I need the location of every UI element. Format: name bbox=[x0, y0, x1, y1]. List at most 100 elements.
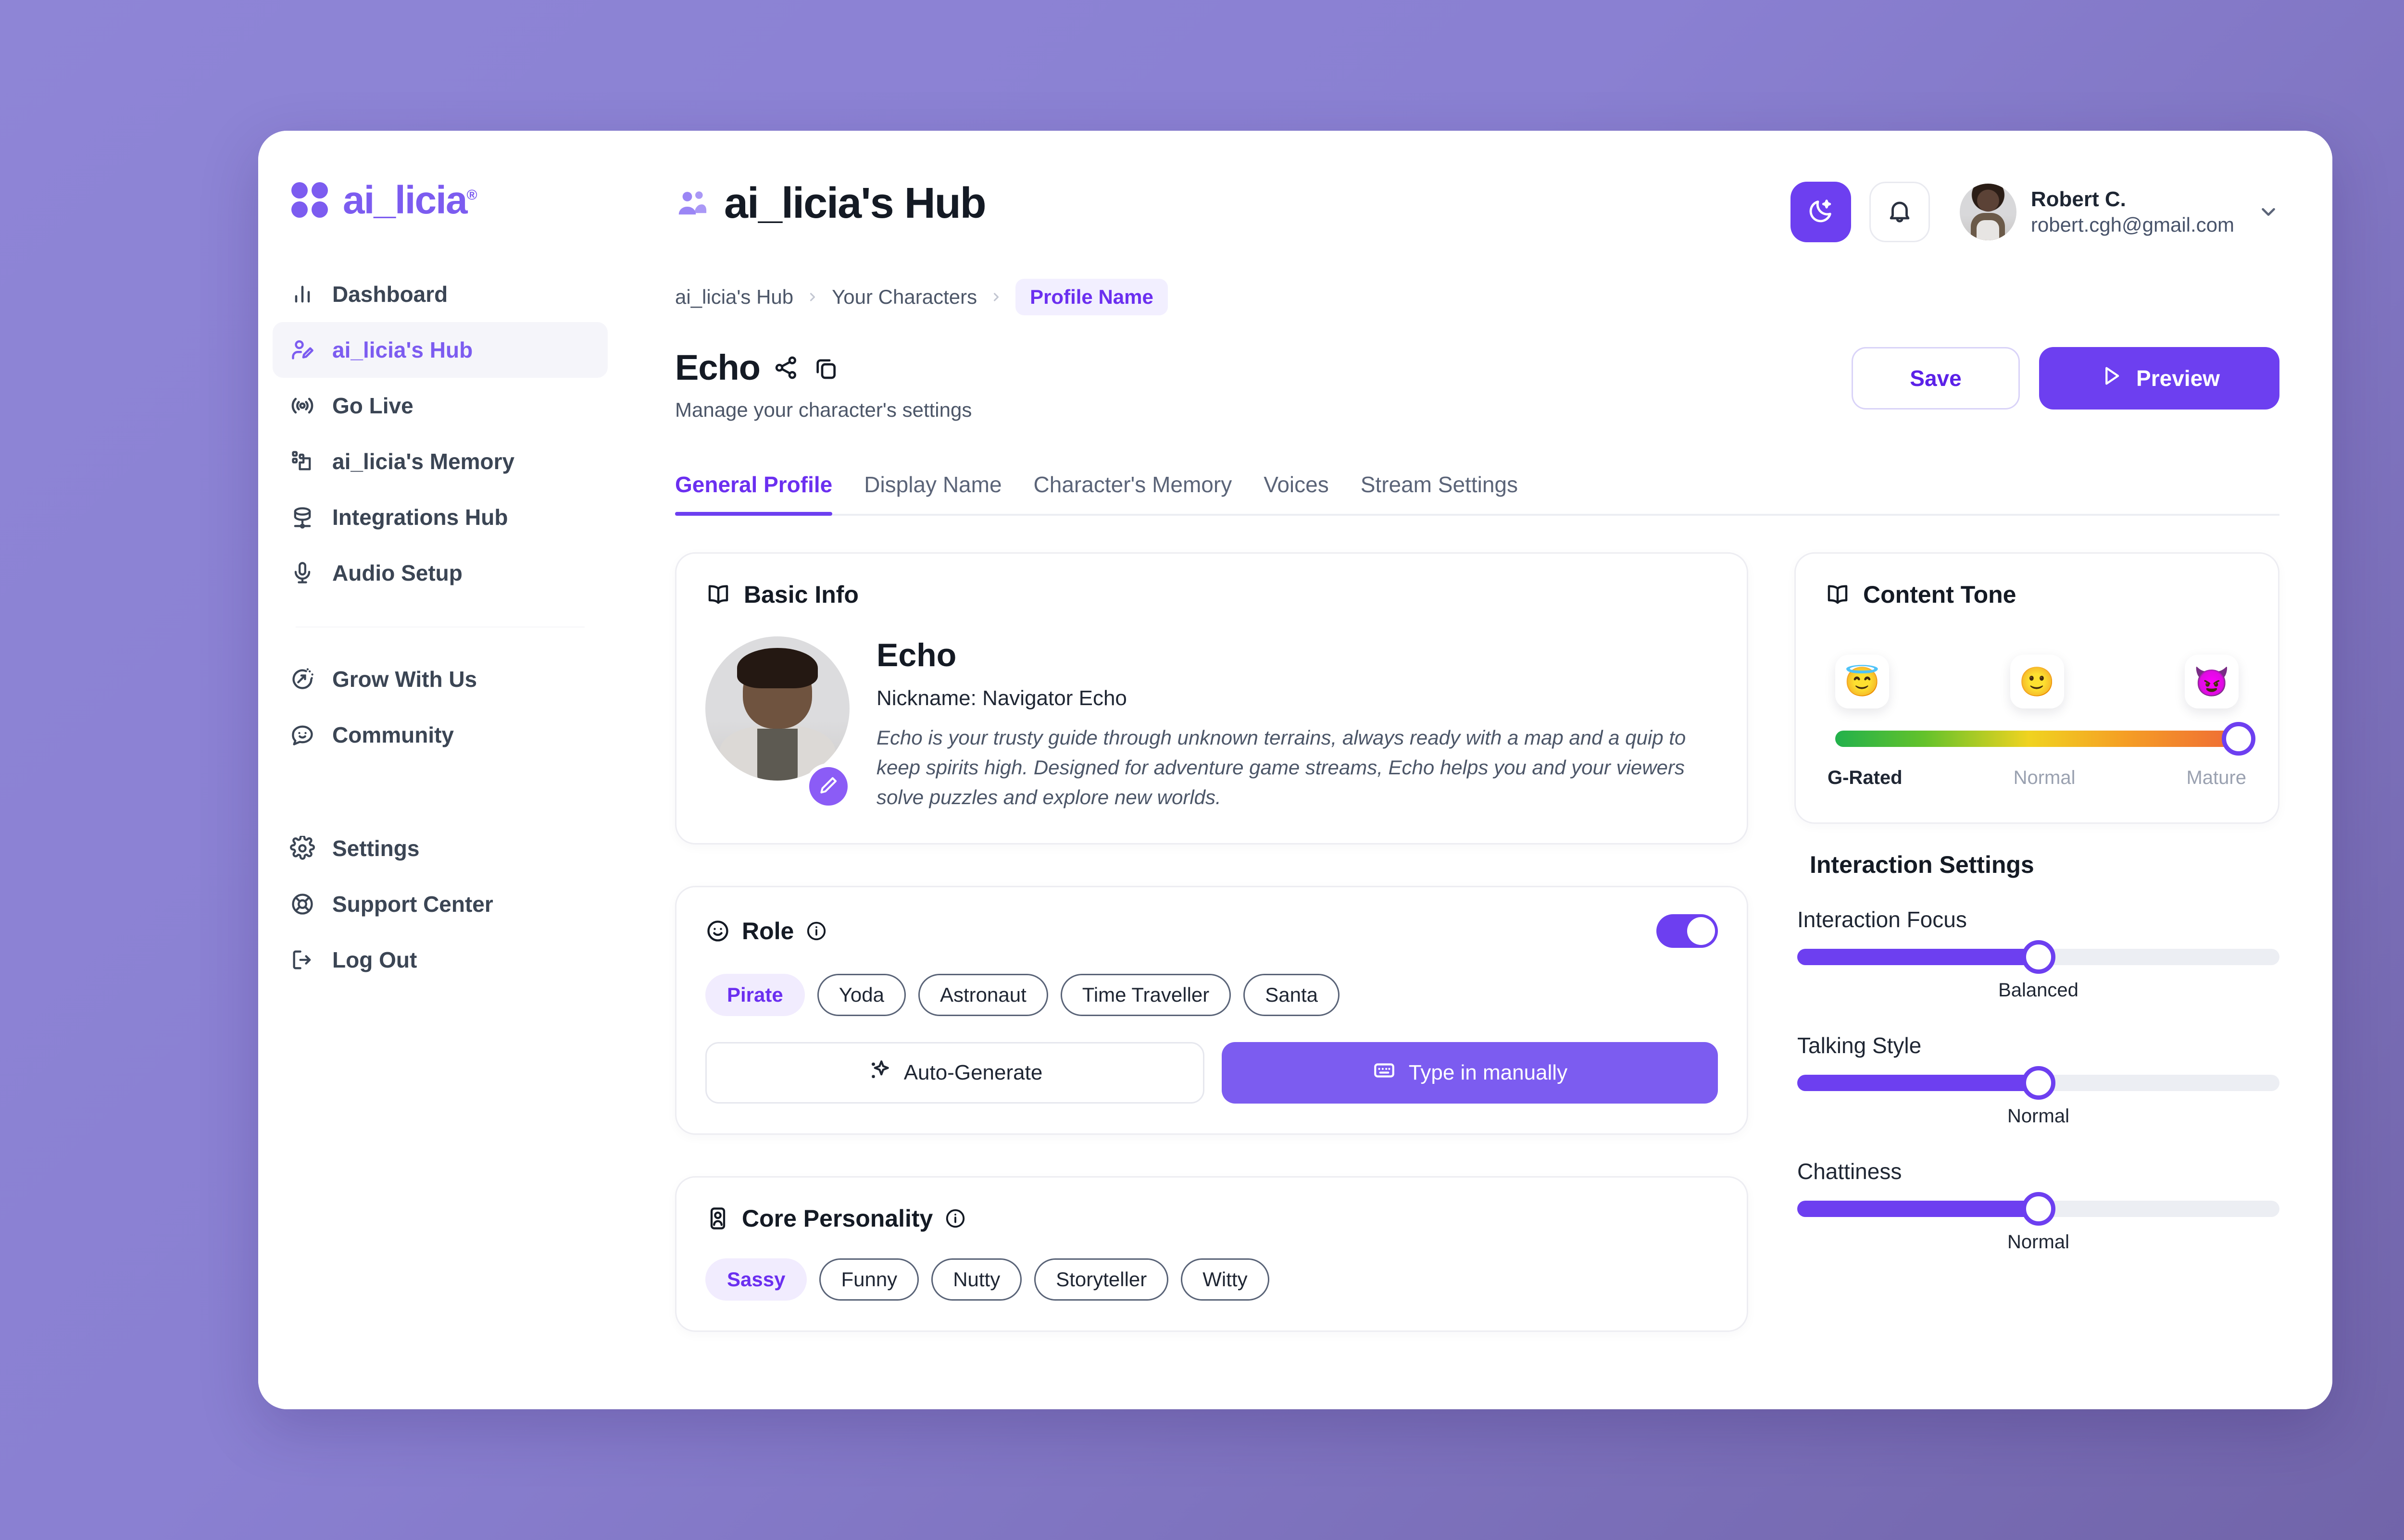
bar-chart-icon bbox=[290, 282, 315, 307]
tone-label-mature: Mature bbox=[2186, 767, 2246, 788]
save-button[interactable]: Save bbox=[1852, 347, 2020, 410]
auto-generate-button[interactable]: Auto-Generate bbox=[705, 1042, 1204, 1104]
breadcrumb: ai_licia's Hub Your Characters Profile N… bbox=[675, 279, 2279, 315]
tab-characters-memory[interactable]: Character's Memory bbox=[1033, 472, 1232, 497]
breadcrumb-item-hub[interactable]: ai_licia's Hub bbox=[675, 286, 794, 308]
character-avatar-wrap bbox=[705, 636, 851, 812]
slider-fill bbox=[1797, 949, 2039, 965]
slider-interaction-focus: Interaction Focus Balanced bbox=[1797, 907, 2279, 1005]
growth-icon bbox=[290, 667, 315, 692]
sidebar-item-ailicias-memory[interactable]: ai_licia's Memory bbox=[273, 434, 608, 489]
slider-value: Normal bbox=[2007, 1105, 2069, 1127]
sidebar-item-community[interactable]: Community bbox=[273, 707, 608, 763]
role-chip-time-traveller[interactable]: Time Traveller bbox=[1060, 974, 1231, 1017]
personality-chip-sassy[interactable]: Sassy bbox=[705, 1258, 807, 1301]
tab-stream-settings[interactable]: Stream Settings bbox=[1360, 472, 1518, 497]
tone-label-normal: Normal bbox=[2013, 767, 2076, 788]
app-window: ai_licia® Dashboard bbox=[258, 131, 2332, 1409]
edit-avatar-button[interactable] bbox=[805, 763, 851, 810]
sidebar-item-settings[interactable]: Settings bbox=[273, 820, 608, 876]
sidebar-item-support-center[interactable]: Support Center bbox=[273, 876, 608, 932]
role-chip-santa[interactable]: Santa bbox=[1243, 974, 1340, 1017]
role-chip-list: Pirate Yoda Astronaut Time Traveller San… bbox=[705, 974, 1718, 1017]
slider-label: Talking Style bbox=[1797, 1033, 1922, 1058]
sidebar-item-grow-with-us[interactable]: Grow With Us bbox=[273, 651, 608, 707]
save-button-label: Save bbox=[1910, 366, 1962, 391]
type-manually-label: Type in manually bbox=[1408, 1061, 1568, 1085]
tab-display-name[interactable]: Display Name bbox=[864, 472, 1002, 497]
role-action-row: Auto-Generate Type in manually bbox=[705, 1042, 1718, 1104]
info-icon[interactable] bbox=[805, 920, 827, 942]
moon-icon bbox=[1807, 197, 1835, 227]
sidebar-item-label: Dashboard bbox=[332, 282, 448, 307]
pencil-icon bbox=[818, 775, 839, 798]
type-manually-button[interactable]: Type in manually bbox=[1222, 1042, 1718, 1104]
tone-label-g-rated: G-Rated bbox=[1828, 767, 1903, 788]
sidebar-item-go-live[interactable]: Go Live bbox=[273, 378, 608, 434]
personality-chip-nutty[interactable]: Nutty bbox=[931, 1258, 1022, 1301]
slider-knob[interactable] bbox=[2021, 1066, 2055, 1100]
tab-general-profile[interactable]: General Profile bbox=[675, 472, 833, 516]
user-info: Robert C. robert.cgh@gmail.com bbox=[2031, 186, 2234, 238]
slider-track[interactable] bbox=[1797, 1066, 2279, 1100]
slider-knob[interactable] bbox=[2021, 1192, 2055, 1226]
basic-info-title-text: Basic Info bbox=[744, 581, 859, 608]
content-tone-slider[interactable] bbox=[1835, 722, 2255, 756]
sidebar-item-label: Community bbox=[332, 722, 454, 747]
left-column: Basic Info bbox=[675, 552, 1748, 1332]
sidebar-item-integrations-hub[interactable]: Integrations Hub bbox=[273, 489, 608, 545]
tone-face-mature[interactable]: 😈 bbox=[2185, 655, 2239, 708]
character-details: Echo Nickname: Navigator Echo Echo is yo… bbox=[876, 636, 1694, 812]
copy-icon[interactable] bbox=[812, 354, 839, 381]
role-card: Role Pirate Yoda bbox=[675, 886, 1748, 1135]
gear-icon bbox=[290, 834, 315, 861]
breadcrumb-item-your-characters[interactable]: Your Characters bbox=[832, 286, 977, 308]
sidebar-item-log-out[interactable]: Log Out bbox=[273, 932, 608, 988]
slider-fill bbox=[1797, 1075, 2039, 1091]
theme-toggle-button[interactable] bbox=[1790, 182, 1851, 242]
core-personality-title: Core Personality bbox=[705, 1205, 1718, 1232]
info-icon[interactable] bbox=[944, 1207, 966, 1230]
breadcrumb-current[interactable]: Profile Name bbox=[1015, 279, 1168, 315]
role-title: Role bbox=[705, 917, 827, 945]
sidebar-item-label: Grow With Us bbox=[332, 667, 477, 692]
basic-info-title: Basic Info bbox=[705, 581, 1718, 609]
page-header: ai_licia's Hub bbox=[675, 179, 2279, 242]
page-title: ai_licia's Hub bbox=[675, 179, 987, 228]
play-icon bbox=[2099, 363, 2124, 394]
role-chip-pirate[interactable]: Pirate bbox=[705, 974, 805, 1017]
slider-value: Normal bbox=[2007, 1231, 2069, 1253]
sidebar-item-label: Integrations Hub bbox=[332, 505, 508, 530]
role-toggle[interactable] bbox=[1656, 914, 1718, 948]
tab-voices[interactable]: Voices bbox=[1264, 472, 1329, 497]
broadcast-icon bbox=[290, 393, 315, 418]
role-chip-astronaut[interactable]: Astronaut bbox=[918, 974, 1048, 1017]
sidebar-item-ailicias-hub[interactable]: ai_licia's Hub bbox=[273, 322, 608, 378]
character-header: Echo bbox=[675, 347, 2279, 422]
chevron-down-icon[interactable] bbox=[2257, 201, 2279, 223]
preview-button[interactable]: Preview bbox=[2039, 347, 2279, 410]
slider-track[interactable] bbox=[1797, 940, 2279, 974]
personality-chip-witty[interactable]: Witty bbox=[1181, 1258, 1269, 1301]
core-personality-chip-list: Sassy Funny Nutty Storyteller Witty bbox=[705, 1258, 1718, 1301]
brand-logo[interactable]: ai_licia® bbox=[258, 160, 622, 220]
registered-mark: ® bbox=[466, 187, 477, 203]
role-chip-yoda[interactable]: Yoda bbox=[817, 974, 906, 1017]
slider-talking-style: Talking Style Normal bbox=[1797, 1032, 2279, 1130]
share-icon[interactable] bbox=[773, 354, 800, 381]
personality-chip-storyteller[interactable]: Storyteller bbox=[1034, 1258, 1169, 1301]
content-tone-slider-knob[interactable] bbox=[2222, 722, 2255, 756]
sidebar-item-dashboard[interactable]: Dashboard bbox=[273, 266, 608, 322]
chevron-right-icon bbox=[806, 290, 819, 304]
tone-face-g-rated[interactable]: 😇 bbox=[1835, 655, 1889, 708]
slider-track[interactable] bbox=[1797, 1192, 2279, 1226]
header-actions: Robert C. robert.cgh@gmail.com bbox=[1790, 179, 2279, 242]
sparkle-icon bbox=[867, 1058, 891, 1088]
personality-chip-funny[interactable]: Funny bbox=[819, 1258, 919, 1301]
notifications-button[interactable] bbox=[1869, 182, 1930, 242]
slider-knob[interactable] bbox=[2021, 940, 2055, 974]
user-menu[interactable]: Robert C. robert.cgh@gmail.com bbox=[1959, 184, 2279, 240]
tone-face-normal[interactable]: 🙂 bbox=[2010, 655, 2064, 708]
sidebar-item-audio-setup[interactable]: Audio Setup bbox=[273, 545, 608, 601]
user-edit-icon bbox=[290, 337, 315, 362]
